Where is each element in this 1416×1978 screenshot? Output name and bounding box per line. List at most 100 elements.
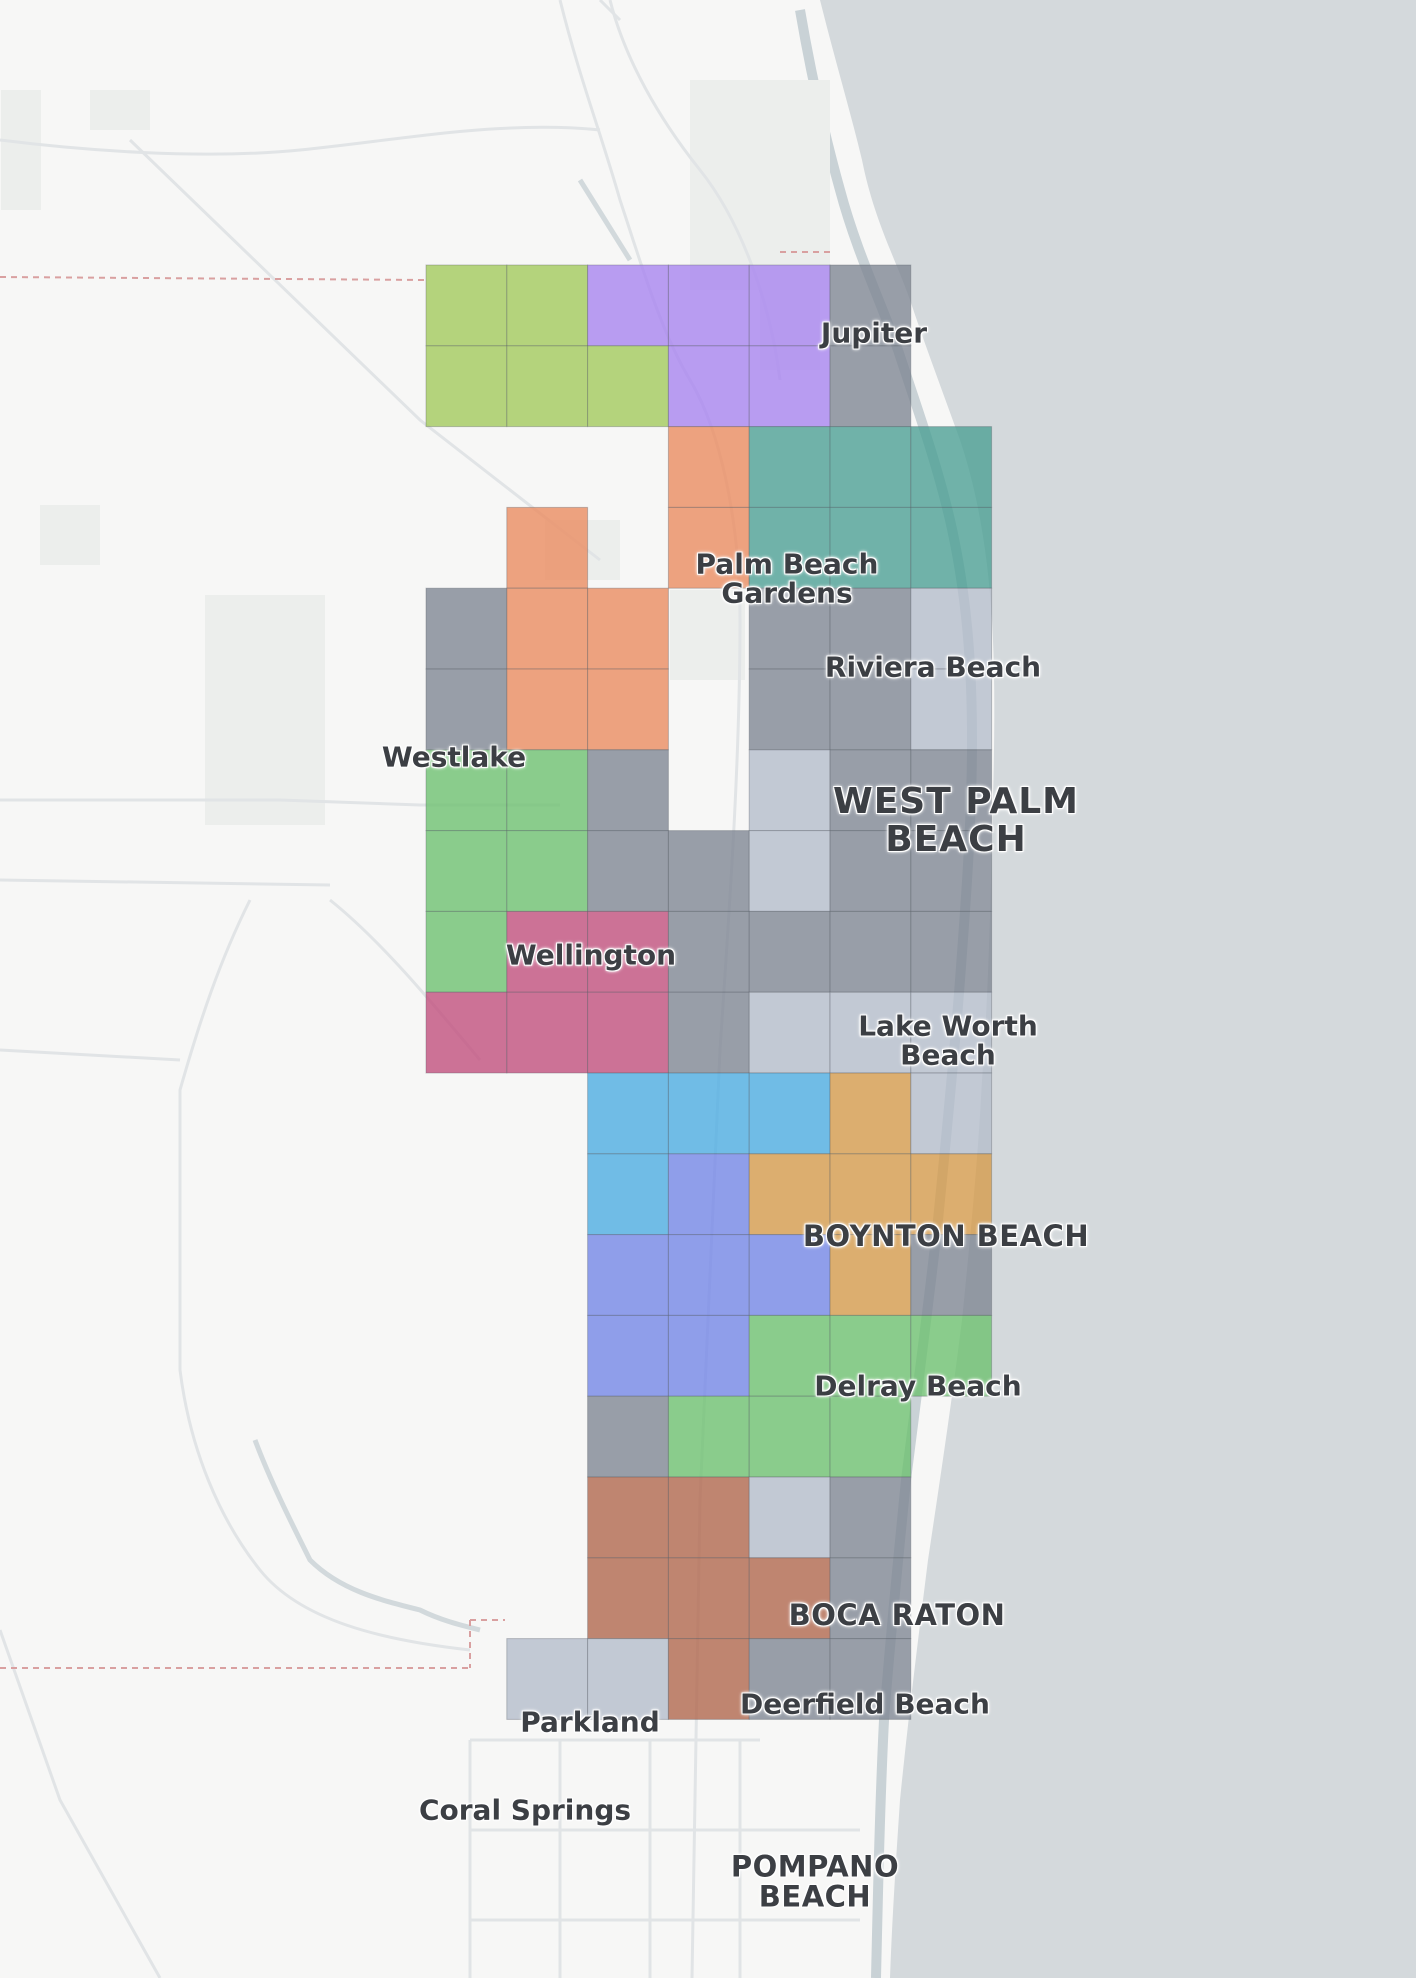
grid-cell-gray[interactable]: [748, 1638, 831, 1720]
grid-cell-orange[interactable]: [667, 506, 750, 589]
grid-cell-green[interactable]: [829, 1314, 912, 1397]
grid-cell-skyblue[interactable]: [667, 1072, 750, 1155]
grid-cell-teal[interactable]: [829, 506, 912, 589]
grid-cell-gray[interactable]: [667, 991, 750, 1074]
grid-cell-periwinkle[interactable]: [667, 1153, 750, 1236]
grid-cell-lavender[interactable]: [748, 345, 831, 428]
grid-cell-lavender[interactable]: [748, 264, 831, 347]
grid-cell-brown[interactable]: [748, 1557, 831, 1640]
grid-cell-gray[interactable]: [829, 345, 912, 428]
grid-cell-periwinkle[interactable]: [587, 1314, 669, 1397]
grid-cell-lightgray[interactable]: [748, 1476, 831, 1559]
grid-cell-orange[interactable]: [506, 506, 589, 589]
grid-cell-green[interactable]: [425, 910, 508, 993]
grid-cell-lightgray[interactable]: [910, 587, 993, 670]
grid-cell-lime[interactable]: [506, 345, 589, 428]
grid-cell-teal[interactable]: [748, 506, 831, 589]
grid-cell-pink[interactable]: [425, 991, 508, 1074]
grid-cell-gray[interactable]: [425, 587, 508, 670]
grid-cell-gray[interactable]: [667, 910, 750, 993]
grid-cell-lightgray[interactable]: [829, 991, 912, 1074]
grid-cell-gray[interactable]: [829, 1638, 912, 1720]
grid-cell-skyblue[interactable]: [587, 1072, 669, 1155]
grid-cell-gray[interactable]: [587, 830, 669, 912]
grid-cell-gray[interactable]: [829, 830, 912, 912]
grid-cell-brown[interactable]: [587, 1476, 669, 1559]
grid-cell-teal[interactable]: [829, 426, 912, 508]
grid-cell-skyblue[interactable]: [748, 1072, 831, 1155]
grid-cell-lightgray[interactable]: [910, 1072, 993, 1155]
grid-cell-lime[interactable]: [425, 264, 508, 347]
grid-cell-periwinkle[interactable]: [748, 1234, 831, 1316]
grid-cell-lime[interactable]: [587, 345, 669, 428]
grid-cell-gray[interactable]: [829, 668, 912, 751]
grid-cell-gray[interactable]: [829, 910, 912, 993]
grid-cell-gray[interactable]: [910, 910, 993, 993]
grid-cell-tan[interactable]: [748, 1153, 831, 1236]
grid-cell-lime[interactable]: [506, 264, 589, 347]
grid-cell-lightgray[interactable]: [910, 991, 993, 1074]
ocean-area: [820, 0, 1416, 1978]
grid-cell-gray[interactable]: [829, 749, 912, 832]
grid-cell-skyblue[interactable]: [587, 1153, 669, 1236]
grid-cell-pink[interactable]: [506, 910, 589, 993]
grid-cell-lavender[interactable]: [587, 264, 669, 347]
grid-cell-tan[interactable]: [910, 1153, 993, 1236]
grid-cell-tan[interactable]: [829, 1153, 912, 1236]
grid-cell-periwinkle[interactable]: [667, 1234, 750, 1316]
grid-cell-periwinkle[interactable]: [587, 1234, 669, 1316]
grid-cell-green[interactable]: [425, 830, 508, 912]
grid-cell-pink[interactable]: [506, 991, 589, 1074]
grid-cell-green[interactable]: [506, 749, 589, 832]
grid-cell-gray[interactable]: [910, 830, 993, 912]
grid-cell-lime[interactable]: [425, 345, 508, 428]
grid-cell-orange[interactable]: [506, 587, 589, 670]
grid-cell-orange[interactable]: [506, 668, 589, 751]
grid-cell-green[interactable]: [506, 830, 589, 912]
grid-cell-gray[interactable]: [829, 264, 912, 347]
grid-cell-orange[interactable]: [587, 587, 669, 670]
grid-cell-gray[interactable]: [910, 749, 993, 832]
grid-cell-teal[interactable]: [910, 426, 993, 508]
grid-cell-lightgray[interactable]: [506, 1638, 589, 1720]
grid-cell-gray[interactable]: [829, 1476, 912, 1559]
grid-cell-green[interactable]: [910, 1314, 993, 1397]
grid-cell-brown[interactable]: [667, 1476, 750, 1559]
grid-cell-teal[interactable]: [910, 506, 993, 589]
grid-cell-gray[interactable]: [748, 587, 831, 670]
grid-cell-green[interactable]: [667, 1395, 750, 1478]
grid-cell-brown[interactable]: [667, 1638, 750, 1720]
grid-cell-lightgray[interactable]: [748, 991, 831, 1074]
grid-cell-pink[interactable]: [587, 991, 669, 1074]
grid-cell-gray[interactable]: [425, 668, 508, 751]
grid-cell-gray[interactable]: [587, 1395, 669, 1478]
grid-cell-green[interactable]: [425, 749, 508, 832]
grid-cell-gray[interactable]: [829, 1557, 912, 1640]
grid-cell-green[interactable]: [829, 1395, 912, 1478]
grid-cell-periwinkle[interactable]: [667, 1314, 750, 1397]
grid-cell-teal[interactable]: [748, 426, 831, 508]
grid-cell-green[interactable]: [748, 1314, 831, 1397]
grid-cell-gray[interactable]: [667, 830, 750, 912]
grid-cell-lightgray[interactable]: [748, 830, 831, 912]
grid-cell-brown[interactable]: [667, 1557, 750, 1640]
grid-cell-orange[interactable]: [587, 668, 669, 751]
grid-cell-lightgray[interactable]: [748, 749, 831, 832]
grid-cell-brown[interactable]: [587, 1557, 669, 1640]
grid-cell-lightgray[interactable]: [587, 1638, 669, 1720]
grid-cell-gray[interactable]: [910, 1234, 993, 1316]
grid-cell-orange[interactable]: [667, 426, 750, 508]
grid-cell-gray[interactable]: [748, 910, 831, 993]
grid-cell-gray[interactable]: [829, 587, 912, 670]
grid-cell-tan[interactable]: [829, 1072, 912, 1155]
grid-cell-lavender[interactable]: [667, 345, 750, 428]
grid-cell-tan[interactable]: [829, 1234, 912, 1316]
grid-cell-lightgray[interactable]: [910, 668, 993, 751]
grid-cell-gray[interactable]: [748, 668, 831, 751]
grid-cell-pink[interactable]: [587, 910, 669, 993]
grid-cell-lavender[interactable]: [667, 264, 750, 347]
grid-cell-gray[interactable]: [587, 749, 669, 832]
grid-cell-green[interactable]: [748, 1395, 831, 1478]
